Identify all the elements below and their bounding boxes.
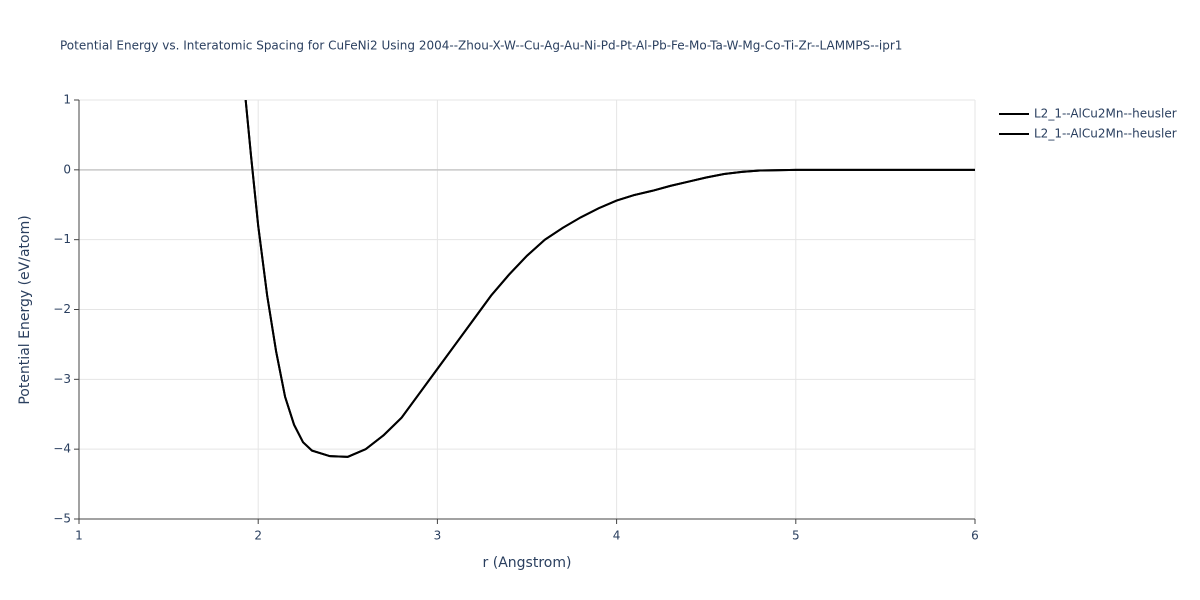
y-axis-label: Potential Energy (eV/atom) xyxy=(17,215,33,404)
x-tick-label: 1 xyxy=(75,529,83,543)
series-line xyxy=(244,100,975,458)
y-tick-label: 0 xyxy=(63,162,71,176)
series-line xyxy=(244,100,975,458)
x-tick-label: 3 xyxy=(434,529,442,543)
y-tick-label: −4 xyxy=(53,442,71,456)
y-tick-label: −2 xyxy=(53,302,71,316)
chart-title: Potential Energy vs. Interatomic Spacing… xyxy=(60,39,902,53)
y-tick-label: −3 xyxy=(53,372,71,386)
y-tick-label: 1 xyxy=(63,93,71,107)
x-axis-label: r (Angstrom) xyxy=(483,555,572,571)
x-tick-label: 4 xyxy=(613,529,621,543)
x-tick-label: 2 xyxy=(254,529,262,543)
y-tick-label: −5 xyxy=(53,512,71,526)
legend-label: L2_1--AlCu2Mn--heusler xyxy=(1034,127,1177,141)
x-tick-label: 5 xyxy=(792,529,800,543)
y-tick-label: −1 xyxy=(53,232,71,246)
x-tick-label: 6 xyxy=(971,529,979,543)
legend-label: L2_1--AlCu2Mn--heusler xyxy=(1034,107,1177,121)
